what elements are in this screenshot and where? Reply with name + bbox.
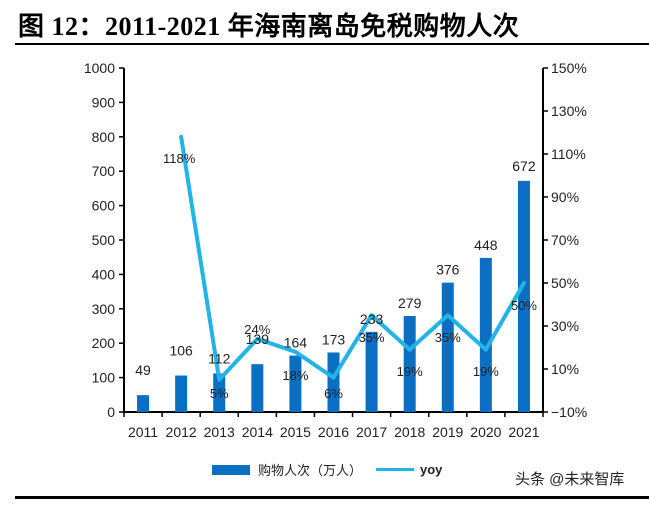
bar	[517, 180, 530, 412]
right-tick-label: 30%	[551, 318, 579, 334]
right-tick-label: 10%	[551, 361, 579, 377]
x-tick-label: 2011	[128, 424, 158, 440]
chart-area: 0 100 200 300 400 500 600 700 800 900 1000 −10% 10% 3…	[84, 60, 587, 440]
yoy-line	[179, 134, 526, 382]
yoy-value-label: 19%	[397, 364, 423, 379]
title-divider	[15, 43, 649, 45]
right-tick-label: 50%	[551, 275, 579, 291]
legend: 购物人次（万人） yoy	[212, 460, 442, 479]
bar	[213, 373, 226, 412]
bar	[251, 364, 264, 412]
legend-bar-label: 购物人次（万人）	[258, 463, 363, 478]
legend-bar-swatch	[212, 464, 250, 475]
x-tick-label: 2020	[470, 424, 501, 440]
yoy-value-label: 6%	[324, 386, 343, 401]
yoy-value-label: 5%	[210, 386, 229, 401]
bar-value-label: 164	[284, 335, 308, 351]
legend-line-label: yoy	[420, 462, 443, 477]
bar-value-label: 672	[512, 158, 536, 174]
yoy-value-label: 35%	[359, 330, 385, 345]
yoy-value-label: 118%	[163, 151, 196, 166]
yoy-value-label: 24%	[244, 322, 270, 337]
bar-value-label: 112	[208, 350, 231, 366]
left-tick-label: 700	[92, 163, 116, 179]
right-tick-label: 130%	[551, 103, 587, 119]
watermark: 头条 @未来智库	[515, 471, 625, 488]
bar-value-label: 139	[246, 331, 270, 347]
bar-value-label: 279	[398, 295, 422, 311]
yoy-value-label: 50%	[511, 298, 537, 313]
x-tick-label: 2017	[356, 424, 387, 440]
left-tick-label: 200	[92, 335, 116, 351]
right-tick-label: 90%	[551, 189, 579, 205]
yoy-value-label: 19%	[473, 364, 499, 379]
x-tick-label: 2015	[280, 424, 311, 440]
right-tick-label: 150%	[551, 60, 587, 76]
yoy-value-label: 35%	[435, 330, 461, 345]
right-tick-label: −10%	[551, 404, 587, 420]
bar	[327, 352, 340, 412]
bar	[137, 395, 150, 412]
left-tick-label: 400	[92, 266, 116, 282]
left-tick-label: 500	[92, 232, 116, 248]
x-tick-label: 2019	[432, 424, 463, 440]
bar-value-label: 49	[135, 362, 151, 378]
left-tick-label: 1000	[84, 60, 115, 76]
left-tick-label: 800	[92, 129, 116, 145]
bar	[441, 282, 454, 412]
legend-line-swatch	[376, 468, 415, 471]
chart-title: 图 12：2011-2021 年海南离岛免税购物人次	[18, 12, 520, 41]
x-tick-label: 2021	[508, 424, 539, 440]
left-tick-label: 600	[92, 198, 116, 214]
bar-value-label: 233	[360, 311, 384, 327]
left-tick-label: 900	[92, 94, 116, 110]
bar	[365, 331, 378, 412]
bottom-divider	[15, 496, 649, 499]
x-tick-label: 2018	[394, 424, 425, 440]
bar	[175, 375, 188, 412]
bar-value-label: 448	[474, 237, 498, 253]
left-tick-label: 0	[107, 404, 115, 420]
x-tick-label: 2016	[318, 424, 349, 440]
bar	[479, 257, 492, 412]
right-tick-label: 110%	[551, 146, 586, 162]
bar	[289, 355, 302, 412]
bar	[403, 316, 416, 412]
yoy-value-label: 18%	[282, 368, 308, 383]
bar-value-label: 376	[436, 262, 460, 278]
x-tick-label: 2012	[166, 424, 197, 440]
left-tick-label: 300	[92, 301, 116, 317]
bar-value-label: 106	[169, 343, 193, 359]
bar-value-label: 173	[322, 331, 346, 347]
x-tick-label: 2013	[204, 424, 235, 440]
x-tick-label: 2014	[242, 424, 273, 440]
right-tick-label: 70%	[551, 232, 579, 248]
left-tick-label: 100	[92, 370, 116, 386]
